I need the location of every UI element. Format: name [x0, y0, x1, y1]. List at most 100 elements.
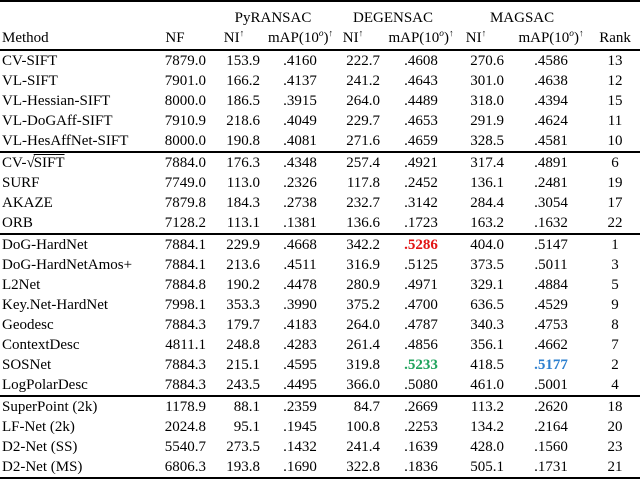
cell-nf: 7884.3 [164, 376, 206, 393]
cell-ni-magsac: 270.6 [470, 52, 505, 69]
cell-ni-magsac: 636.5 [470, 296, 505, 313]
cell-rank: 15 [607, 92, 623, 109]
cell-map-degensac: .4856 [404, 336, 438, 353]
cell-ni-degensac: 241.4 [346, 438, 381, 455]
cell-ni-degensac: 257.4 [346, 154, 381, 171]
cell-ni-degensac: 319.8 [346, 356, 381, 373]
cell-ni-pyransac: 190.2 [226, 276, 260, 293]
table-row: SURF 7749.0 113.0 .2326 117.8 .2452 136.1 .2481… [0, 173, 640, 193]
table-row: AKAZE 7879.8 184.3 .2738 232.7 .3142 284.4 .305… [0, 193, 640, 213]
cell-map-pyransac: .4478 [283, 276, 317, 293]
cell-method: LF-Net (2k) [2, 418, 75, 435]
cell-map-degensac: .1836 [404, 458, 438, 475]
cell-rank: 3 [611, 256, 619, 273]
sqrt-symbol: √ [26, 154, 34, 171]
cell-rank: 6 [611, 154, 619, 171]
cell-ni-magsac: 317.4 [470, 154, 505, 171]
cell-map-degensac: .3142 [404, 194, 438, 211]
cell-ni-magsac: 428.0 [470, 438, 505, 455]
cell-nf: 4811.1 [165, 336, 206, 353]
cell-rank: 9 [611, 296, 619, 313]
up-arrow-icon: ↑ [578, 29, 584, 39]
cell-nf: 8000.0 [164, 132, 206, 149]
cell-map-magsac: .3054 [534, 194, 568, 211]
cell-rank: 5 [611, 276, 619, 293]
cell-map-magsac: .4529 [534, 296, 568, 313]
group-header-magsac: MAGSAC [489, 10, 555, 26]
cell-nf: 1178.9 [165, 398, 206, 415]
cell-ni-pyransac: 179.7 [226, 316, 260, 333]
cell-ni-pyransac: 273.5 [226, 438, 260, 455]
table-block-3: SuperPoint (2k) 1178.9 88.1 .2359 84.7 .2669 1… [0, 396, 640, 479]
cell-ni-degensac: 322.8 [346, 458, 381, 475]
table-row: CV-SIFT 7879.0 153.9 .4160 222.7 .4608 270.6 .4… [0, 50, 640, 71]
cell-ni-pyransac: 215.1 [226, 356, 260, 373]
cell-ni-degensac: 136.6 [346, 214, 381, 231]
cell-map-pyransac: .4049 [283, 112, 317, 129]
table-row: Key.Net-HardNet 7998.1 353.3 .3990 375.2 .470… [0, 295, 640, 315]
cell-ni-pyransac: 190.8 [226, 132, 260, 149]
cell-map-pyransac: .2359 [283, 398, 317, 415]
cell-rank: 2 [611, 356, 619, 373]
table-row: VL-HesAffNet-SIFT 8000.0 190.8 .4081 271.6 .4… [0, 131, 640, 152]
table-row: DoG-HardNetAmos+ 7884.1 213.6 .4511 316.9 .51… [0, 255, 640, 275]
cell-ni-pyransac: 353.3 [226, 296, 260, 313]
table-block-0: CV-SIFT 7879.0 153.9 .4160 222.7 .4608 270.6 .4… [0, 50, 640, 152]
cell-nf: 2024.8 [164, 418, 206, 435]
table-row: LF-Net (2k) 2024.8 95.1 .1945 100.8 .2253 134.… [0, 417, 640, 437]
cell-map-degensac: .1639 [404, 438, 438, 455]
cell-method: SuperPoint (2k) [2, 398, 98, 415]
cell-nf: 7884.1 [164, 256, 206, 273]
cell-nf: 7884.0 [164, 154, 206, 171]
cell-ni-pyransac: 95.1 [233, 418, 260, 435]
cell-ni-pyransac: 186.5 [226, 92, 260, 109]
cell-map-pyransac: .4081 [283, 132, 317, 149]
cell-method: AKAZE [2, 194, 53, 211]
cell-ni-degensac: 222.7 [346, 52, 381, 69]
cell-method: VL-SIFT [2, 72, 58, 89]
cell-ni-pyransac: 243.5 [226, 376, 260, 393]
cell-ni-magsac: 291.9 [470, 112, 505, 129]
cell-rank: 10 [607, 132, 623, 149]
cell-map-magsac: .2164 [534, 418, 568, 435]
group-header-spacer [0, 1, 214, 28]
cell-map-degensac: .5080 [404, 376, 438, 393]
cell-map-magsac: .1632 [534, 214, 568, 231]
cell-method: CV-√SIFT [2, 154, 65, 171]
cell-map-magsac: .5147 [534, 236, 568, 253]
table-row: VL-DoGAff-SIFT 7910.9 218.6 .4049 229.7 .4653… [0, 111, 640, 131]
cell-map-pyransac: .4283 [283, 336, 317, 353]
cell-ni-degensac: 264.0 [346, 92, 381, 109]
cell-ni-pyransac: 248.8 [226, 336, 260, 353]
cell-ni-magsac: 373.5 [470, 256, 505, 273]
cell-ni-pyransac: 88.1 [233, 398, 260, 415]
cell-map-pyransac: .3990 [283, 296, 317, 313]
cell-nf: 5540.7 [164, 438, 206, 455]
cell-ni-degensac: 271.6 [346, 132, 381, 149]
cell-map-pyransac: .4183 [283, 316, 317, 333]
cell-ni-degensac: 241.2 [346, 72, 381, 89]
cell-map-pyransac: .1945 [283, 418, 317, 435]
cell-map-degensac: .4643 [404, 72, 438, 89]
cell-rank: 11 [607, 112, 623, 129]
cell-method: L2Net [2, 276, 41, 293]
cell-method: D2-Net (SS) [2, 438, 78, 455]
table-block-1: CV-√SIFT 7884.0 176.3 .4348 257.4 .4921 317.4.… [0, 152, 640, 234]
cell-ni-degensac: 232.7 [346, 194, 381, 211]
cell-map-magsac: .1731 [534, 458, 568, 475]
table-row: LogPolarDesc 7884.3 243.5 .4495 366.0 .5080 46… [0, 375, 640, 396]
column-header-rank: Rank [599, 30, 631, 46]
cell-map-magsac-highlighted: .5177 [534, 356, 568, 373]
cell-method: DoG-HardNetAmos+ [2, 256, 133, 273]
cell-map-degensac: .4608 [404, 52, 438, 69]
cell-map-pyransac: .1690 [283, 458, 317, 475]
group-header-degensac: DEGENSAC [353, 10, 434, 26]
table-row: ORB 7128.2 113.1 .1381 136.6 .1723 163.2 .1632 2… [0, 213, 640, 234]
cell-ni-pyransac: 153.9 [226, 52, 260, 69]
cell-map-magsac: .4891 [534, 154, 568, 171]
cell-ni-degensac: 316.9 [346, 256, 381, 273]
cell-map-pyransac: .4137 [283, 72, 317, 89]
table-row: CV-√SIFT 7884.0 176.3 .4348 257.4 .4921 317.4.… [0, 152, 640, 173]
table-block-2: DoG-HardNet 7884.1 229.9 .4668 342.2 .5286 404… [0, 234, 640, 396]
cell-map-degensac: .2452 [404, 174, 438, 191]
